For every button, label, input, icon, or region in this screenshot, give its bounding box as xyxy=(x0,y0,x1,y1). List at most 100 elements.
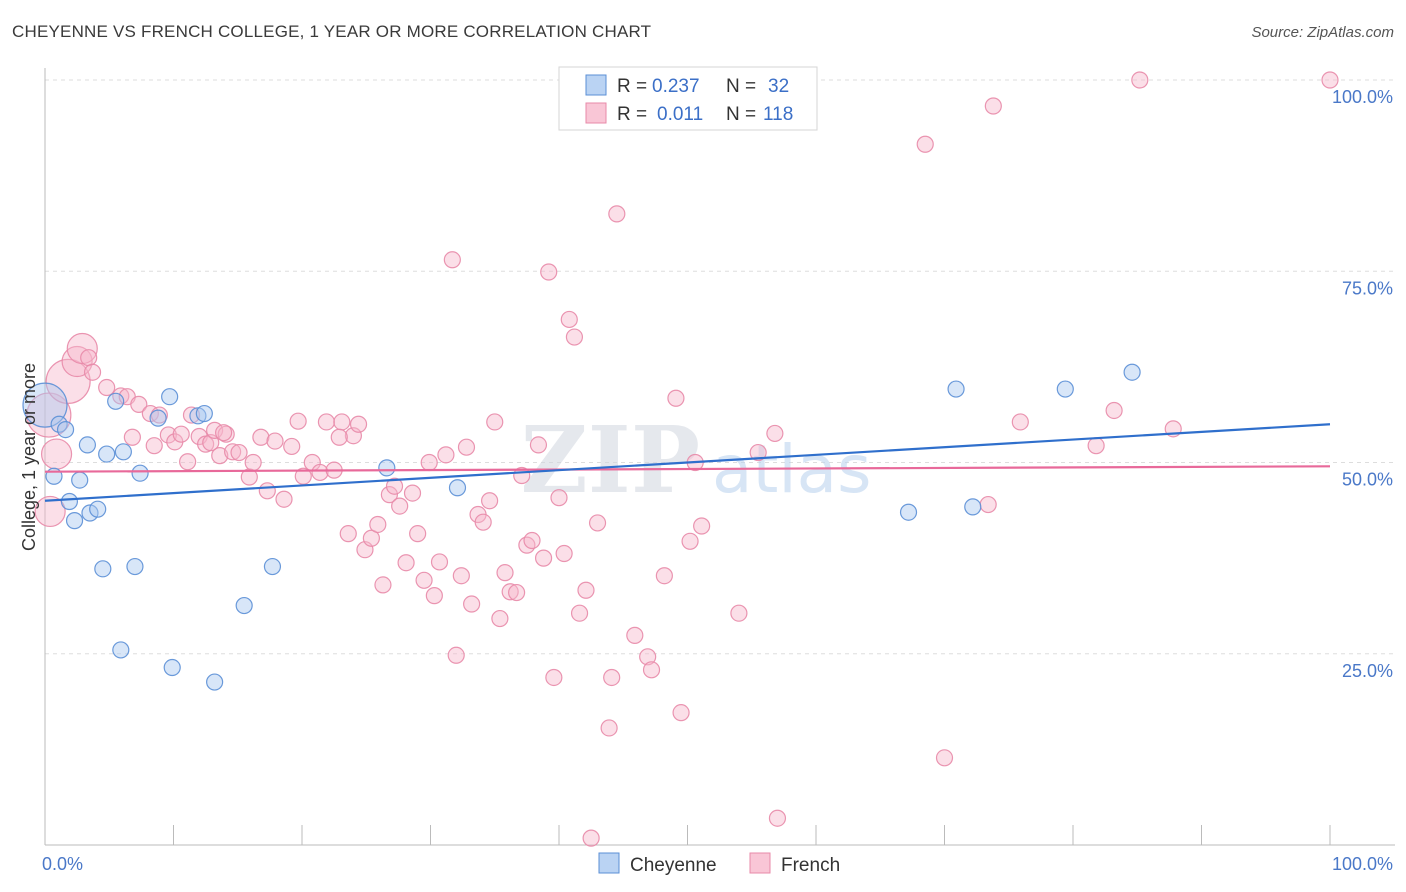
cheyenne-point xyxy=(964,498,982,516)
y-tick-labels: 25.0% 50.0% 75.0% 100.0% xyxy=(1332,87,1393,681)
french-point xyxy=(40,438,73,470)
french-point xyxy=(534,549,553,567)
french-point xyxy=(380,486,398,504)
cheyenne-point xyxy=(149,409,167,427)
french-point xyxy=(639,648,657,666)
french-point xyxy=(481,492,499,510)
french-point xyxy=(283,437,301,456)
french-point xyxy=(447,646,465,664)
french-point xyxy=(415,571,433,589)
cheyenne-point xyxy=(65,512,84,530)
cheyenne-point xyxy=(947,380,965,398)
french-point xyxy=(545,668,563,687)
cheyenne-point xyxy=(71,471,89,489)
cheyenne-point xyxy=(60,492,79,511)
french-point xyxy=(1131,71,1149,89)
cheyenne-point xyxy=(22,382,68,428)
french-point xyxy=(258,482,276,500)
french-point xyxy=(474,513,492,531)
watermark-zip: ZIP xyxy=(521,406,700,514)
french-point xyxy=(984,97,1002,115)
french-point xyxy=(518,536,536,554)
cheyenne-point xyxy=(126,557,144,576)
french-point xyxy=(374,576,392,594)
french-point xyxy=(749,443,767,462)
cheyenne-point xyxy=(131,464,149,482)
source-credit: Source: ZipAtlas.com xyxy=(1251,24,1394,41)
french-point xyxy=(540,263,558,281)
legend-swatch-cheyenne xyxy=(585,74,607,96)
french-point xyxy=(330,428,348,446)
french-point xyxy=(501,583,519,601)
french-point xyxy=(555,544,573,563)
french-point xyxy=(275,490,293,508)
bottom-legend-label-french: French xyxy=(781,855,840,876)
french-point xyxy=(34,495,66,528)
cheyenne-point xyxy=(1056,380,1074,398)
x-tick-label: 0.0% xyxy=(42,854,83,874)
french-point xyxy=(437,446,455,464)
french-point xyxy=(403,484,422,502)
french-point xyxy=(766,424,784,443)
french-point xyxy=(45,358,91,405)
french-point xyxy=(693,517,711,535)
french-point xyxy=(83,363,102,381)
cheyenne-trend-line xyxy=(44,423,1331,502)
french-point xyxy=(425,587,443,605)
french-point xyxy=(916,135,934,153)
french-point xyxy=(608,205,626,223)
legend-r-label-french: R = xyxy=(617,104,647,125)
y-tick-label: 100.0% xyxy=(1332,87,1393,107)
bottom-legend-swatch-cheyenne xyxy=(598,852,620,874)
french-point xyxy=(391,497,409,515)
legend-series: Cheyenne French xyxy=(598,852,840,876)
y-tick-label: 50.0% xyxy=(1342,470,1393,490)
french-point xyxy=(667,389,685,407)
french-point xyxy=(252,428,270,446)
x-tick-labels: 0.0% 100.0% xyxy=(42,854,1393,874)
grid-lines xyxy=(45,79,1395,655)
french-point xyxy=(560,310,578,329)
french-point xyxy=(294,467,312,485)
french-point xyxy=(452,567,470,585)
legend-r-label-cheyenne: R = xyxy=(617,76,647,97)
cheyenne-point xyxy=(378,459,396,477)
cheyenne-point xyxy=(161,388,179,406)
french-point xyxy=(1105,401,1123,420)
legend-swatch-french xyxy=(585,102,607,124)
y-tick-label: 25.0% xyxy=(1342,661,1393,681)
cheyenne-point xyxy=(448,479,467,497)
french-point xyxy=(1087,437,1105,455)
french-point xyxy=(603,668,621,687)
french-point xyxy=(1321,71,1339,89)
french-point xyxy=(626,626,644,644)
cheyenne-point xyxy=(78,436,97,454)
french-point xyxy=(211,447,229,465)
french-point xyxy=(80,349,98,367)
french-point xyxy=(443,251,461,269)
cheyenne-point xyxy=(107,392,125,410)
chart-title: CHEYENNE VS FRENCH COLLEGE, 1 YEAR OR MO… xyxy=(12,22,652,41)
french-point xyxy=(600,719,618,737)
french-point xyxy=(768,809,787,827)
french-point xyxy=(730,604,748,622)
french-point xyxy=(420,453,438,472)
cheyenne-point xyxy=(1123,363,1141,381)
french-point xyxy=(463,595,481,613)
french-point xyxy=(565,328,584,346)
cheyenne-points xyxy=(22,363,1141,691)
french-point xyxy=(311,463,329,482)
legend-n-label-french: N = xyxy=(726,104,756,125)
cheyenne-point xyxy=(94,560,112,578)
french-point xyxy=(486,413,504,431)
french-points xyxy=(26,71,1339,847)
french-point xyxy=(672,704,690,722)
cheyenne-point xyxy=(206,673,224,691)
french-point xyxy=(523,531,541,550)
y-axis-title: College, 1 year or more xyxy=(19,363,39,551)
french-point xyxy=(244,453,262,472)
french-point xyxy=(317,413,336,431)
cheyenne-point xyxy=(163,658,181,677)
french-point xyxy=(339,525,357,543)
